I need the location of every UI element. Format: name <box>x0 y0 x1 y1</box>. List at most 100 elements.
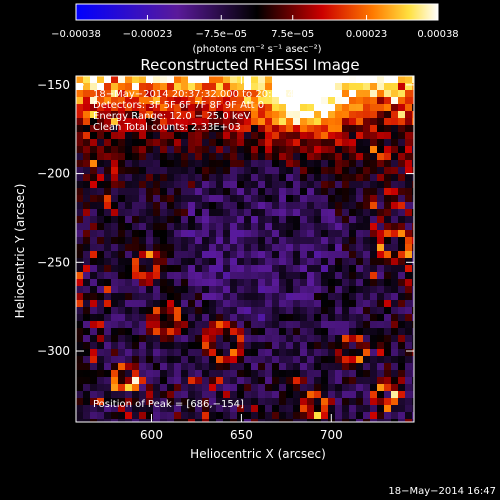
image-pixel <box>384 83 392 91</box>
image-pixel <box>363 328 371 336</box>
image-pixel <box>286 272 294 280</box>
image-pixel <box>146 202 154 210</box>
image-pixel <box>181 125 189 133</box>
image-pixel <box>279 118 287 126</box>
image-pixel <box>153 118 161 126</box>
image-pixel <box>104 258 112 266</box>
image-pixel <box>195 370 203 378</box>
image-pixel <box>251 251 259 259</box>
image-pixel <box>83 391 91 399</box>
image-pixel <box>258 405 266 413</box>
image-pixel <box>209 328 217 336</box>
image-pixel <box>391 195 399 203</box>
image-pixel <box>223 153 231 161</box>
image-pixel <box>398 300 406 308</box>
image-pixel <box>349 258 357 266</box>
image-pixel <box>230 377 238 385</box>
image-pixel <box>83 293 91 301</box>
image-pixel <box>384 384 392 392</box>
annotation-time-range: 18−May−2014 20:37:32.000 to 20:39:40.000 <box>93 89 323 100</box>
image-pixel <box>398 181 406 189</box>
image-pixel <box>321 412 329 420</box>
image-pixel <box>146 328 154 336</box>
image-pixel <box>412 370 414 378</box>
image-pixel <box>286 419 294 422</box>
image-pixel <box>237 258 245 266</box>
image-pixel <box>384 188 392 196</box>
image-pixel <box>279 377 287 385</box>
image-pixel <box>307 83 315 91</box>
image-pixel <box>230 167 238 175</box>
image-pixel <box>300 258 308 266</box>
image-pixel <box>314 419 322 422</box>
image-pixel <box>286 181 294 189</box>
image-pixel <box>181 230 189 238</box>
image-pixel <box>153 335 161 343</box>
image-pixel <box>209 111 217 119</box>
image-pixel <box>118 97 126 105</box>
image-pixel <box>377 405 385 413</box>
image-pixel <box>377 216 385 224</box>
image-pixel <box>342 223 350 231</box>
image-pixel <box>153 230 161 238</box>
image-pixel <box>139 125 147 133</box>
image-pixel <box>279 405 287 413</box>
image-pixel <box>125 265 133 273</box>
image-pixel <box>279 181 287 189</box>
image-pixel <box>216 251 224 259</box>
image-pixel <box>384 153 392 161</box>
image-pixel <box>300 349 308 357</box>
image-pixel <box>307 342 315 350</box>
image-pixel <box>97 405 105 413</box>
image-pixel <box>251 265 259 273</box>
image-pixel <box>307 321 315 329</box>
image-pixel <box>335 300 343 308</box>
image-pixel <box>223 279 231 287</box>
image-pixel <box>104 153 112 161</box>
image-pixel <box>307 125 315 133</box>
image-pixel <box>342 307 350 315</box>
image-pixel <box>181 111 189 119</box>
image-pixel <box>76 160 84 168</box>
image-pixel <box>314 349 322 357</box>
image-pixel <box>125 370 133 378</box>
image-pixel <box>251 125 259 133</box>
image-pixel <box>328 307 336 315</box>
image-pixel <box>300 419 308 422</box>
image-pixel <box>377 356 385 364</box>
image-pixel <box>356 223 364 231</box>
image-pixel <box>307 391 315 399</box>
image-pixel <box>188 293 196 301</box>
image-pixel <box>258 181 266 189</box>
image-pixel <box>363 398 371 406</box>
image-pixel <box>265 293 273 301</box>
image-pixel <box>209 104 217 112</box>
image-pixel <box>181 139 189 147</box>
image-pixel <box>314 258 322 266</box>
image-pixel <box>146 342 154 350</box>
image-pixel <box>307 188 315 196</box>
image-pixel <box>111 328 119 336</box>
image-pixel <box>335 132 343 140</box>
image-pixel <box>104 118 112 126</box>
image-pixel <box>125 335 133 343</box>
image-pixel <box>90 328 98 336</box>
image-pixel <box>251 90 259 98</box>
image-pixel <box>286 118 294 126</box>
image-pixel <box>377 188 385 196</box>
image-pixel <box>195 314 203 322</box>
image-pixel <box>251 139 259 147</box>
image-pixel <box>342 181 350 189</box>
image-pixel <box>342 349 350 357</box>
image-pixel <box>307 370 315 378</box>
image-pixel <box>293 335 301 343</box>
image-pixel <box>167 300 175 308</box>
image-pixel <box>363 272 371 280</box>
image-pixel <box>111 314 119 322</box>
image-pixel <box>230 335 238 343</box>
image-pixel <box>90 335 98 343</box>
image-pixel <box>160 370 168 378</box>
image-pixel <box>230 265 238 273</box>
image-pixel <box>209 195 217 203</box>
image-pixel <box>202 111 210 119</box>
